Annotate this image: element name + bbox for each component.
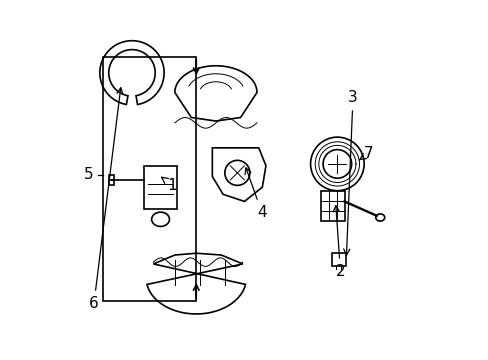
Text: 3: 3 [343, 90, 357, 255]
Bar [103, 57, 196, 301]
Text: 4: 4 [244, 168, 266, 220]
Text: 6: 6 [89, 88, 123, 311]
Bar [321, 191, 344, 221]
Text: 2: 2 [332, 206, 345, 279]
Text: 5: 5 [84, 167, 94, 182]
Text: 1: 1 [162, 177, 177, 193]
Bar [331, 253, 346, 266]
Text: 7: 7 [358, 146, 373, 161]
Bar [144, 166, 176, 208]
Bar [108, 175, 114, 185]
